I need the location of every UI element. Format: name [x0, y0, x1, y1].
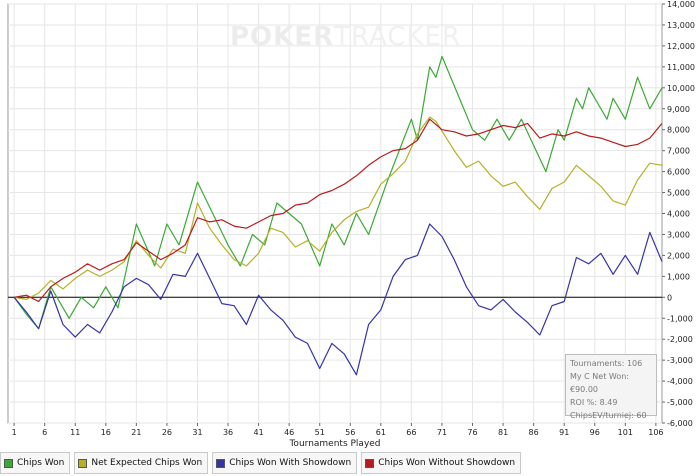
info-net-won: My C Net Won: €90.00 [570, 372, 629, 394]
y-tick-label: 12,000 [667, 42, 695, 51]
y-tick-label: 5,000 [667, 189, 690, 198]
x-tick-label: 6 [42, 428, 47, 437]
y-tick-label: -1,000 [667, 314, 693, 323]
series-line [13, 118, 663, 303]
y-tick-label: -2,000 [667, 335, 693, 344]
y-tick-label: 7,000 [667, 147, 690, 156]
pokertracker-watermark: POKERTRACKER [230, 22, 461, 52]
legend-label: Chips Won With Showdown [229, 458, 352, 468]
legend-label: Net Expected Chips Won [91, 458, 203, 468]
x-tick-label: 1 [12, 428, 17, 437]
x-tick-label: 76 [467, 428, 477, 437]
x-tick-label: 11 [70, 428, 80, 437]
x-tick-label: 81 [498, 428, 508, 437]
series-line [13, 116, 663, 300]
legend-swatch [365, 458, 375, 468]
series-line [13, 223, 663, 376]
legend-swatch [216, 458, 226, 468]
x-tick-label: 71 [437, 428, 447, 437]
x-tick-label: 96 [590, 428, 600, 437]
y-tick-label: -5,000 [667, 398, 693, 407]
info-roi: ROI %: 8.49 [570, 398, 618, 407]
y-tick-label: 11,000 [667, 63, 695, 72]
y-tick-label: -3,000 [667, 356, 693, 365]
x-tick-label: 51 [315, 428, 325, 437]
y-tick-label: 2,000 [667, 251, 690, 260]
legend-item-net-expected[interactable]: Net Expected Chips Won [74, 452, 209, 474]
y-tick-label: 8,000 [667, 126, 690, 135]
x-tick-label: 86 [529, 428, 539, 437]
legend-label: Chips Won Without Showdown [378, 458, 516, 468]
y-tick-label: -4,000 [667, 377, 693, 386]
x-tick-label: 26 [162, 428, 172, 437]
y-tick-label: 3,000 [667, 230, 690, 239]
y-tick-label: -6,000 [667, 419, 693, 428]
x-tick-label: 101 [618, 428, 633, 437]
x-tick-label: 106 [648, 428, 663, 437]
info-chipsev: ChipsEV/turniej: 60 [570, 411, 647, 420]
stats-info-box: Tournaments: 106 My C Net Won: €90.00 RO… [565, 354, 657, 420]
x-tick-label: 31 [192, 428, 202, 437]
x-axis-label: Tournaments Played [288, 439, 380, 449]
legend-label: Chips Won [17, 458, 65, 468]
y-tick-label: 6,000 [667, 168, 690, 177]
info-tournaments: Tournaments: 106 [570, 359, 643, 368]
x-tick-label: 41 [254, 428, 264, 437]
legend-swatch [4, 458, 13, 468]
y-tick-label: 1,000 [667, 272, 690, 281]
y-tick-label: 0 [667, 293, 672, 302]
y-tick-label: 13,000 [667, 21, 695, 30]
x-tick-label: 21 [131, 428, 141, 437]
y-tick-label: 9,000 [667, 105, 690, 114]
x-tick-label: 16 [101, 428, 111, 437]
watermark-bold: POKER [230, 22, 335, 52]
chart-svg: 14,00013,00012,00011,00010,0009,0008,000… [7, 0, 695, 449]
legend-item-without-showdown[interactable]: Chips Won Without Showdown [361, 452, 522, 474]
legend-item-chips-won[interactable]: Chips Won [0, 452, 71, 474]
x-tick-label: 36 [223, 428, 233, 437]
legend-item-with-showdown[interactable]: Chips Won With Showdown [212, 452, 358, 474]
watermark-light: TRACKER [334, 22, 462, 52]
x-tick-label: 56 [345, 428, 355, 437]
legend-swatch [78, 458, 88, 468]
y-tick-label: 10,000 [667, 84, 695, 93]
x-tick-label: 46 [284, 428, 294, 437]
y-tick-label: 4,000 [667, 210, 690, 219]
x-tick-label: 61 [376, 428, 386, 437]
y-tick-label: 14,000 [667, 0, 695, 9]
legend: Chips Won Net Expected Chips Won Chips W… [0, 452, 522, 474]
x-tick-label: 91 [559, 428, 569, 437]
x-tick-label: 66 [406, 428, 416, 437]
